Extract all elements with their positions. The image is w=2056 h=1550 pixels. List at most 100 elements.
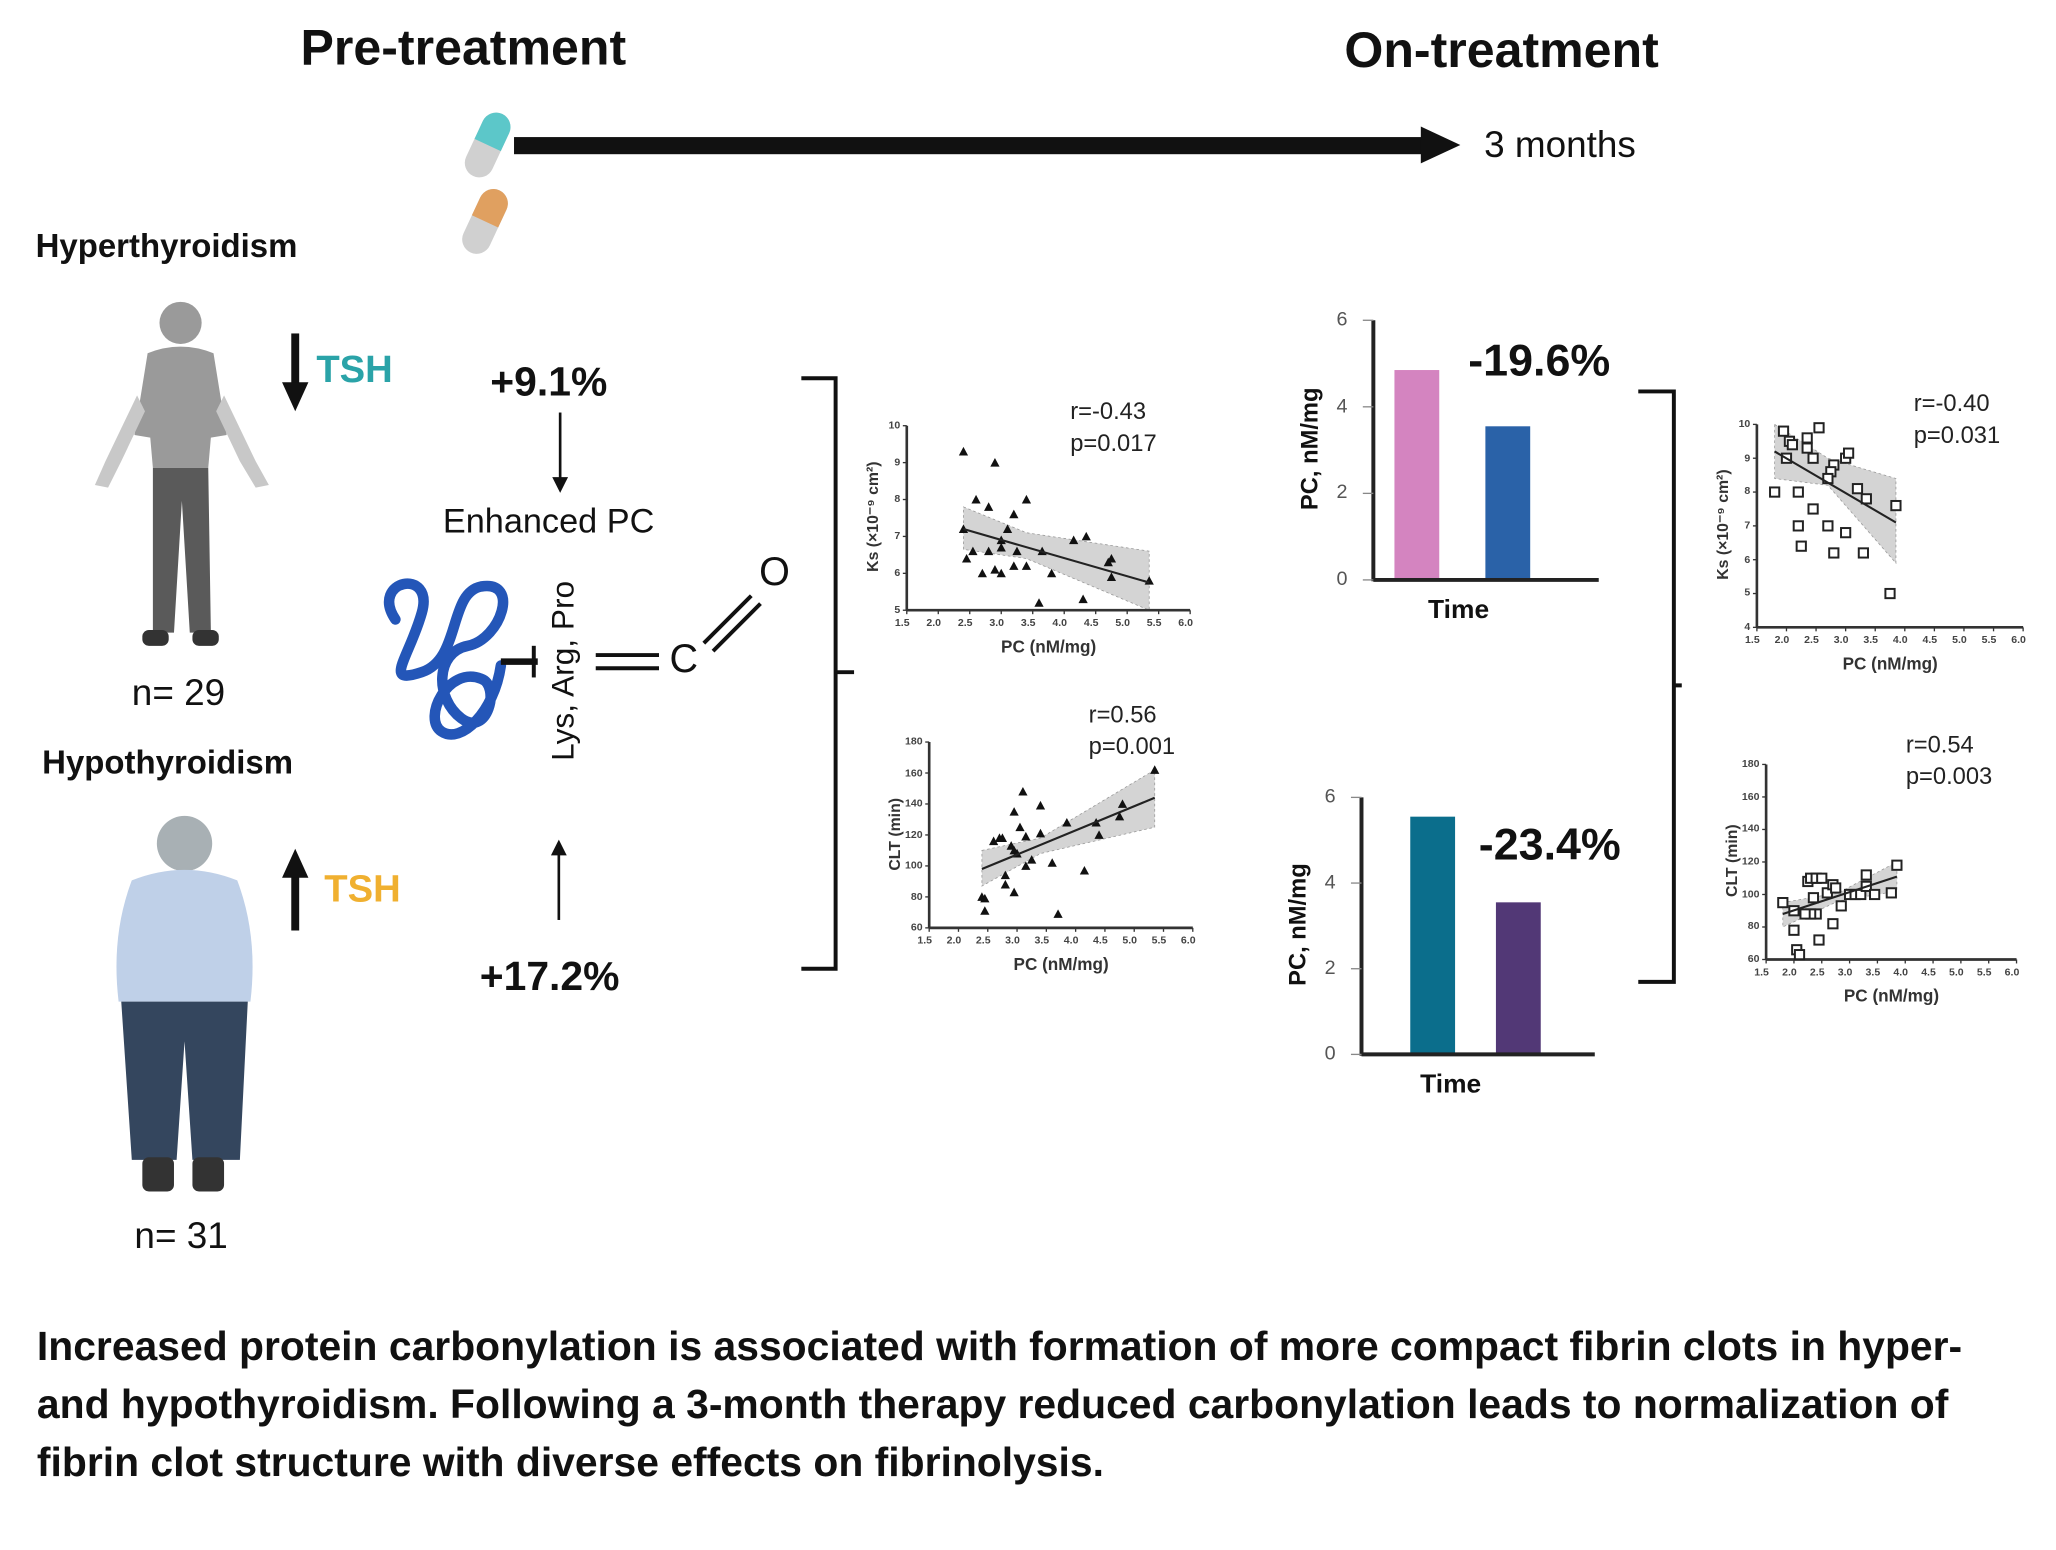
data-point (997, 833, 1008, 843)
data-point (980, 906, 990, 915)
x-tick-label: 3.5 (1034, 934, 1050, 947)
data-point (1078, 594, 1088, 604)
data-point (1021, 831, 1031, 841)
data-point (1021, 861, 1031, 870)
y-tick-label: 5 (1744, 586, 1751, 599)
y-tick-label: 160 (1741, 790, 1760, 803)
y-tick-label: 80 (910, 890, 923, 903)
data-point (1053, 909, 1063, 918)
y-tick-label: 4 (1324, 871, 1336, 894)
y-tick-label: 140 (904, 797, 923, 810)
data-point (1830, 882, 1842, 894)
x-tick-label: 4.0 (1893, 966, 1909, 978)
data-point (1009, 509, 1019, 519)
data-point (1813, 934, 1825, 946)
data-point (1885, 887, 1897, 899)
hyperthyroid-person-icon (94, 301, 269, 646)
data-point (989, 836, 999, 846)
regression-line (981, 796, 1156, 870)
data-point (1860, 869, 1872, 881)
y-tick-label: 6 (894, 566, 901, 579)
y-axis-label: Ks (×10⁻⁹ cm²) (863, 461, 882, 572)
x-axis-label: Time (1420, 1070, 1482, 1100)
y-tick-label: 8 (894, 492, 901, 505)
duration-label: 3 months (1484, 123, 1636, 165)
data-point (1047, 858, 1057, 867)
data-point (1106, 572, 1117, 581)
x-tick-label: 5.5 (1146, 616, 1162, 629)
x-tick-label: 2.5 (957, 616, 973, 629)
y-tick-label: 2 (1324, 956, 1336, 980)
hypo-n: n= 31 (134, 1215, 228, 1257)
bar (1394, 370, 1440, 580)
data-point (1827, 918, 1839, 930)
tsh-up-arrow-icon (282, 848, 309, 931)
y-tick-label: 80 (1747, 920, 1760, 933)
x-tick-label: 5.0 (1122, 934, 1138, 947)
x-tick-label: 5.0 (1115, 616, 1130, 629)
y-tick-label: 140 (1741, 822, 1760, 835)
hyper-tsh-label: TSH (316, 349, 393, 392)
data-point (1034, 598, 1044, 607)
r-value: r=0.56 (1088, 701, 1157, 728)
y-tick-label: 0 (1324, 1042, 1336, 1065)
x-tick-label: 5.5 (1976, 966, 1992, 978)
x-tick-label: 4.5 (1922, 633, 1938, 646)
x-tick-label: 1.5 (1745, 633, 1760, 646)
data-point (1807, 452, 1819, 464)
r-value: r=-0.40 (1913, 390, 1990, 417)
x-tick-label: 6.0 (1178, 616, 1193, 629)
x-tick-label: 5.0 (1952, 633, 1967, 646)
x-tick-label: 3.0 (1837, 966, 1853, 978)
regression-line (963, 528, 1150, 584)
y-tick-label: 6 (1336, 308, 1348, 331)
y-tick-label: 7 (894, 529, 901, 542)
data-point (1801, 442, 1813, 454)
protein-icon (383, 578, 509, 740)
x-tick-label: 6.0 (2011, 633, 2026, 646)
data-point (1114, 811, 1125, 821)
data-point (980, 893, 990, 903)
data-point (996, 542, 1006, 552)
y-tick-label: 180 (1741, 757, 1760, 770)
y-tick-label: 120 (904, 828, 923, 841)
data-point (990, 565, 1000, 574)
on-treatment-title: On-treatment (1344, 23, 1659, 80)
y-tick-label: 60 (1747, 952, 1760, 965)
x-tick-label: 2.5 (1804, 633, 1819, 646)
x-tick-label: 4.0 (1892, 633, 1908, 646)
data-point (1793, 949, 1806, 961)
x-tick-label: 3.5 (1020, 616, 1036, 629)
x-tick-label: 1.5 (894, 616, 910, 629)
data-point (1777, 425, 1790, 437)
data-point (1840, 527, 1852, 539)
enhanced-pc-label: Enhanced PC (442, 500, 655, 541)
x-tick-label: 3.5 (1863, 633, 1879, 646)
data-point (990, 458, 1000, 467)
data-point (1000, 870, 1010, 880)
data-point (1891, 859, 1903, 871)
x-tick-label: 6.0 (1180, 934, 1196, 947)
y-tick-label: 0 (1336, 568, 1348, 591)
hypo-tsh-label: TSH (324, 868, 401, 911)
data-point (1869, 888, 1881, 901)
x-tick-label: 6.0 (2004, 966, 2020, 978)
y-axis-label: PC, nM/mg (1284, 862, 1311, 986)
pre-treatment-title: Pre-treatment (300, 21, 627, 77)
x-tick-label: 4.0 (1063, 934, 1079, 947)
data-point (1851, 483, 1864, 495)
x-axis-label: PC (nM/mg) (1013, 954, 1109, 975)
data-point (958, 524, 969, 533)
data-point (1103, 557, 1113, 567)
y-tick-label: 160 (904, 766, 923, 779)
regression-line (1774, 450, 1897, 524)
data-point (1822, 520, 1834, 532)
data-point (1890, 499, 1902, 512)
x-tick-label: 5.5 (1151, 934, 1167, 947)
p-value: p=0.003 (1905, 763, 1993, 790)
x-tick-label: 2.0 (926, 616, 942, 629)
data-point (1027, 855, 1037, 864)
data-point (1857, 547, 1869, 559)
data-point (1021, 494, 1032, 504)
